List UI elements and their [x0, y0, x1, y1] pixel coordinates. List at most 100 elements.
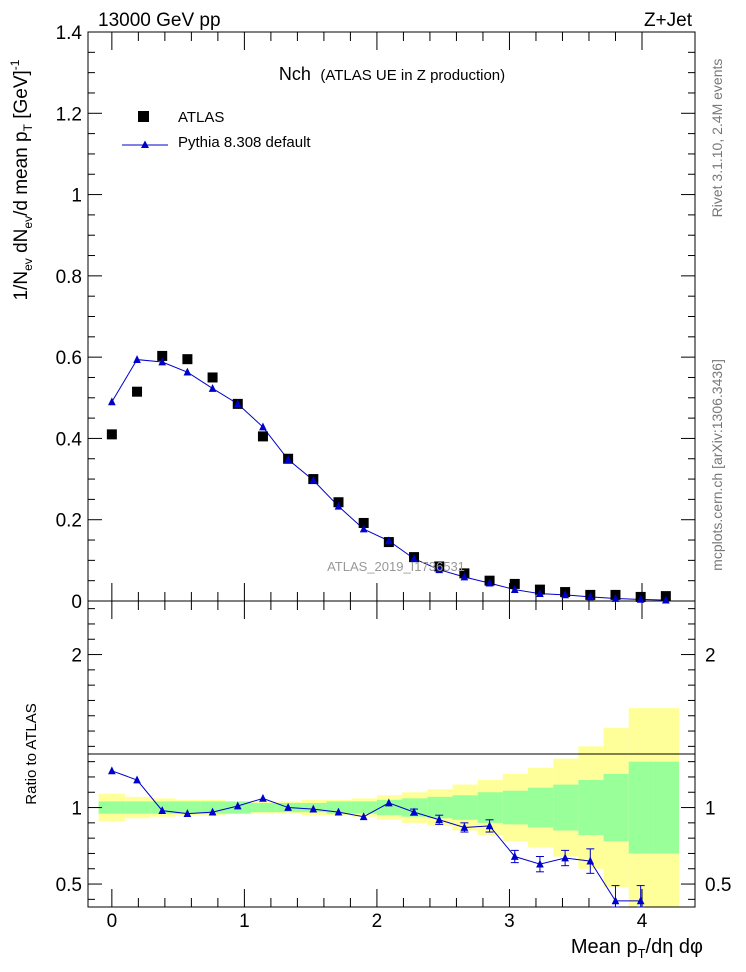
ratio-uncertainty-bands: [98, 708, 680, 907]
watermark: ATLAS_2019_I1736531: [327, 559, 465, 574]
ratio-point: [536, 859, 544, 868]
mc-point: [158, 357, 167, 366]
mc-point: [586, 592, 595, 601]
legend-data-label: ATLAS: [178, 109, 224, 126]
mc-point: [183, 367, 192, 376]
ratio-line: [111, 770, 641, 902]
mc-point: [385, 536, 393, 545]
ratio-point: [334, 807, 343, 816]
ratio-axis-ticks: 0.5 0.5 1 1 2 2 0 1 2 3 4: [56, 601, 731, 932]
ratio-point: [158, 806, 167, 814]
ratio-point: [183, 809, 192, 818]
mc-point: [233, 399, 242, 408]
band-inner-bin: [175, 801, 201, 814]
band-inner-bin: [351, 801, 377, 814]
main-plot-marks: [106, 350, 671, 604]
legend-mc-label: Pythia 8.308 default: [178, 134, 311, 151]
ratio-point: [133, 775, 141, 784]
band-inner-bin: [326, 801, 352, 814]
ratio-point: [460, 822, 469, 831]
plot-title-sub: (ATLAS UE in Z production): [320, 67, 505, 84]
band-inner-bin: [477, 792, 503, 823]
mc-point: [108, 397, 116, 406]
data-point: [207, 372, 218, 383]
band-inner-bin: [376, 799, 403, 816]
ratio-point: [485, 821, 494, 830]
mc-point: [284, 455, 292, 463]
ratio-point: [284, 803, 292, 811]
side-label-mcplots: mcplots.cern.ch [arXiv:1306.3436]: [709, 359, 725, 571]
ratio-point: [561, 853, 569, 862]
mc-point: [561, 590, 569, 599]
main-y-tick-label: 0: [71, 592, 82, 613]
ratio-point: [309, 804, 318, 813]
header-right: Z+Jet: [644, 10, 693, 31]
x-axis-label: Mean pT/dη dφ: [571, 936, 703, 961]
mc-point: [510, 585, 519, 593]
x-tick-label: 3: [504, 911, 515, 932]
band-inner-bin: [502, 790, 529, 825]
band-inner-bin: [553, 784, 579, 831]
ratio-point: [611, 896, 620, 905]
ratio-y-tick-label: 0.5: [56, 875, 82, 896]
mc-point: [460, 572, 469, 581]
mc-point: [435, 565, 444, 574]
band-inner-bin: [427, 796, 453, 819]
ratio-point: [586, 856, 595, 865]
x-tick-label: 2: [372, 911, 383, 932]
band-inner-bin: [125, 801, 151, 814]
mc-point: [334, 501, 343, 510]
main-y-tick-label: 0.8: [56, 267, 82, 288]
mc-point: [133, 355, 141, 363]
band-inner-bin: [251, 802, 277, 813]
data-point: [509, 578, 520, 589]
data-point: [257, 431, 268, 442]
mc-point: [309, 475, 318, 484]
header-left: 13000 GeV pp: [98, 10, 221, 31]
mc-point: [536, 589, 544, 598]
main-y-tick-label: 1.4: [56, 23, 83, 44]
y-axis-label-ratio: Ratio to ATLAS: [23, 703, 40, 804]
plot-title-main: Nch: [279, 64, 311, 84]
band-inner-bin: [528, 787, 554, 828]
mc-point: [259, 422, 267, 431]
mc-point: [208, 383, 217, 392]
mc-point: [662, 595, 670, 604]
band-inner-bin: [402, 798, 428, 817]
data-point: [182, 354, 193, 365]
band-inner-bin: [98, 801, 126, 814]
band-inner-bin: [452, 795, 478, 820]
ratio-y-tick-label-right: 0.5: [705, 875, 731, 896]
plot-title: Nch (ATLAS UE in Z production): [279, 64, 505, 84]
legend-mc-marker: [141, 140, 149, 148]
band-inner-bin: [628, 761, 654, 854]
legend-data-marker: [138, 111, 149, 122]
ratio-point: [208, 807, 217, 816]
main-y-tick-label: 1.2: [56, 104, 82, 125]
legend: ATLAS Pythia 8.308 default: [122, 109, 311, 151]
main-y-tick-label: 0.2: [56, 511, 82, 532]
data-point: [132, 386, 143, 397]
ratio-point: [108, 766, 116, 775]
data-point: [358, 517, 369, 528]
ratio-point: [510, 852, 519, 860]
band-inner-bin: [578, 780, 604, 836]
mc-point: [485, 578, 494, 587]
mc-point: [410, 554, 418, 563]
ratio-y-tick-label-right: 1: [705, 799, 716, 820]
band-inner-bin: [653, 761, 680, 854]
data-point: [157, 350, 168, 361]
main-y-tick-label: 1: [71, 186, 82, 207]
ratio-plot-marks: [108, 766, 645, 908]
ratio-point: [636, 896, 645, 905]
ratio-y-tick-label: 1: [71, 799, 82, 820]
mc-point: [359, 524, 368, 533]
mc-point: [611, 594, 620, 602]
data-point: [106, 429, 117, 440]
ratio-point: [259, 793, 267, 802]
mc-point: [636, 594, 645, 603]
x-tick-label: 0: [107, 911, 118, 932]
x-tick-label: 4: [637, 911, 648, 932]
ratio-y-tick-label: 2: [71, 646, 82, 667]
